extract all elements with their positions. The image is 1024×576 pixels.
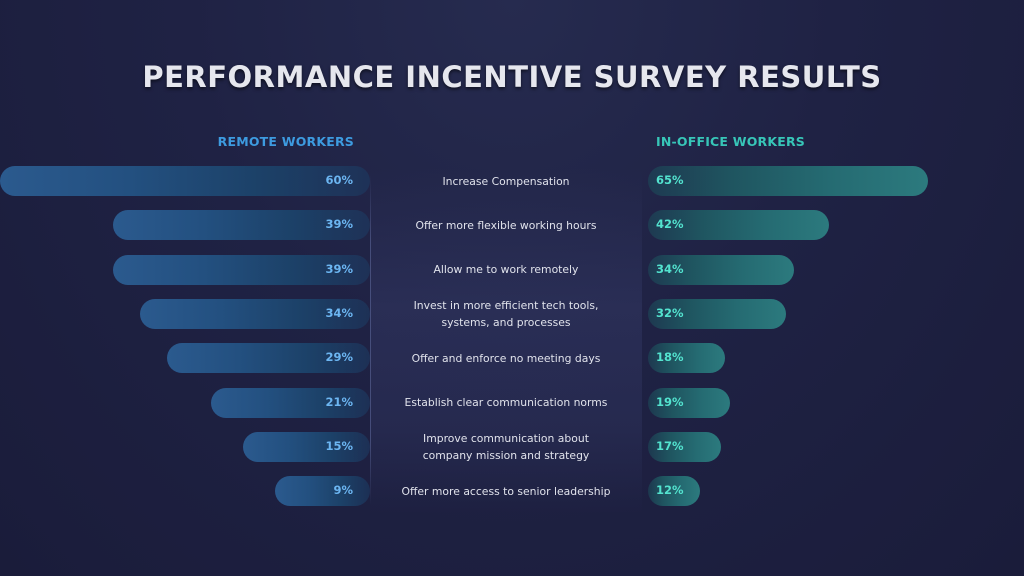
center-panel xyxy=(370,168,642,513)
office-bar xyxy=(648,387,730,418)
remote-bar xyxy=(0,166,370,196)
category-label: Offer more flexible working hours xyxy=(415,218,597,232)
chart-row: 34% 32% Invest in more efficient tech tool… xyxy=(0,298,1024,329)
office-value-label: 19% xyxy=(656,394,684,409)
office-bar xyxy=(648,431,722,462)
office-workers-heading: IN-OFFICE WORKERS xyxy=(656,134,806,149)
office-bar xyxy=(648,343,726,374)
remote-value-label: 15% xyxy=(325,438,353,453)
remote-value-label: 39% xyxy=(325,217,353,232)
category-label: Establish clear communication norms xyxy=(404,396,608,409)
remote-value-label: 34% xyxy=(325,305,353,320)
office-value-label: 65% xyxy=(656,173,684,187)
chart-row: 21% 19% Establish clear communication norm… xyxy=(0,387,1024,418)
office-bar xyxy=(648,254,795,285)
office-value-label: 17% xyxy=(656,438,684,453)
remote-value-label: 9% xyxy=(333,483,353,498)
office-value-label: 42% xyxy=(656,217,684,232)
chart-row: 60% 65% Increase Compensation xyxy=(0,166,1024,196)
remote-bar xyxy=(140,298,370,329)
remote-value-label: 29% xyxy=(325,350,353,365)
remote-value-label: 39% xyxy=(325,261,353,276)
remote-value-label: 60% xyxy=(325,173,353,187)
chart-row: 39% 34% Allow me to work remotely xyxy=(0,254,1024,285)
category-label: Offer and enforce no meeting days xyxy=(411,351,601,365)
office-value-label: 34% xyxy=(656,261,684,276)
office-value-label: 18% xyxy=(656,350,684,365)
center-divider xyxy=(370,175,371,505)
chart-row: 9% 12% Offer more access to senior leaders… xyxy=(0,476,1024,507)
chart-row: 39% 42% Offer more flexible working hours xyxy=(0,210,1024,241)
chart-row: 15% 17% Improve communication about compan… xyxy=(0,431,1024,462)
remote-workers-heading: REMOTE WORKERS xyxy=(217,134,354,149)
office-value-label: 12% xyxy=(656,483,684,498)
category-label: Offer more access to senior leadership xyxy=(401,484,611,498)
office-value-label: 32% xyxy=(656,305,684,320)
page-title: PERFORMANCE INCENTIVE SURVEY RESULTS xyxy=(142,60,882,94)
remote-bar xyxy=(113,210,370,241)
remote-bar xyxy=(243,431,370,462)
chart-row: 29% 18% Offer and enforce no meeting days xyxy=(0,343,1024,374)
remote-bar xyxy=(275,476,370,507)
remote-value-label: 21% xyxy=(325,394,353,409)
office-bar xyxy=(648,210,829,241)
remote-bar xyxy=(210,387,370,418)
office-bar xyxy=(648,476,700,507)
office-bar xyxy=(648,298,786,329)
category-label: Allow me to work remotely xyxy=(433,263,579,277)
category-label: Invest in more efficient tech tools, sys… xyxy=(413,298,599,329)
office-bar xyxy=(648,166,928,196)
remote-bar xyxy=(113,254,370,285)
category-label: Increase Compensation xyxy=(442,174,570,188)
remote-bar xyxy=(167,343,370,374)
category-label: Improve communication about company miss… xyxy=(422,431,590,462)
